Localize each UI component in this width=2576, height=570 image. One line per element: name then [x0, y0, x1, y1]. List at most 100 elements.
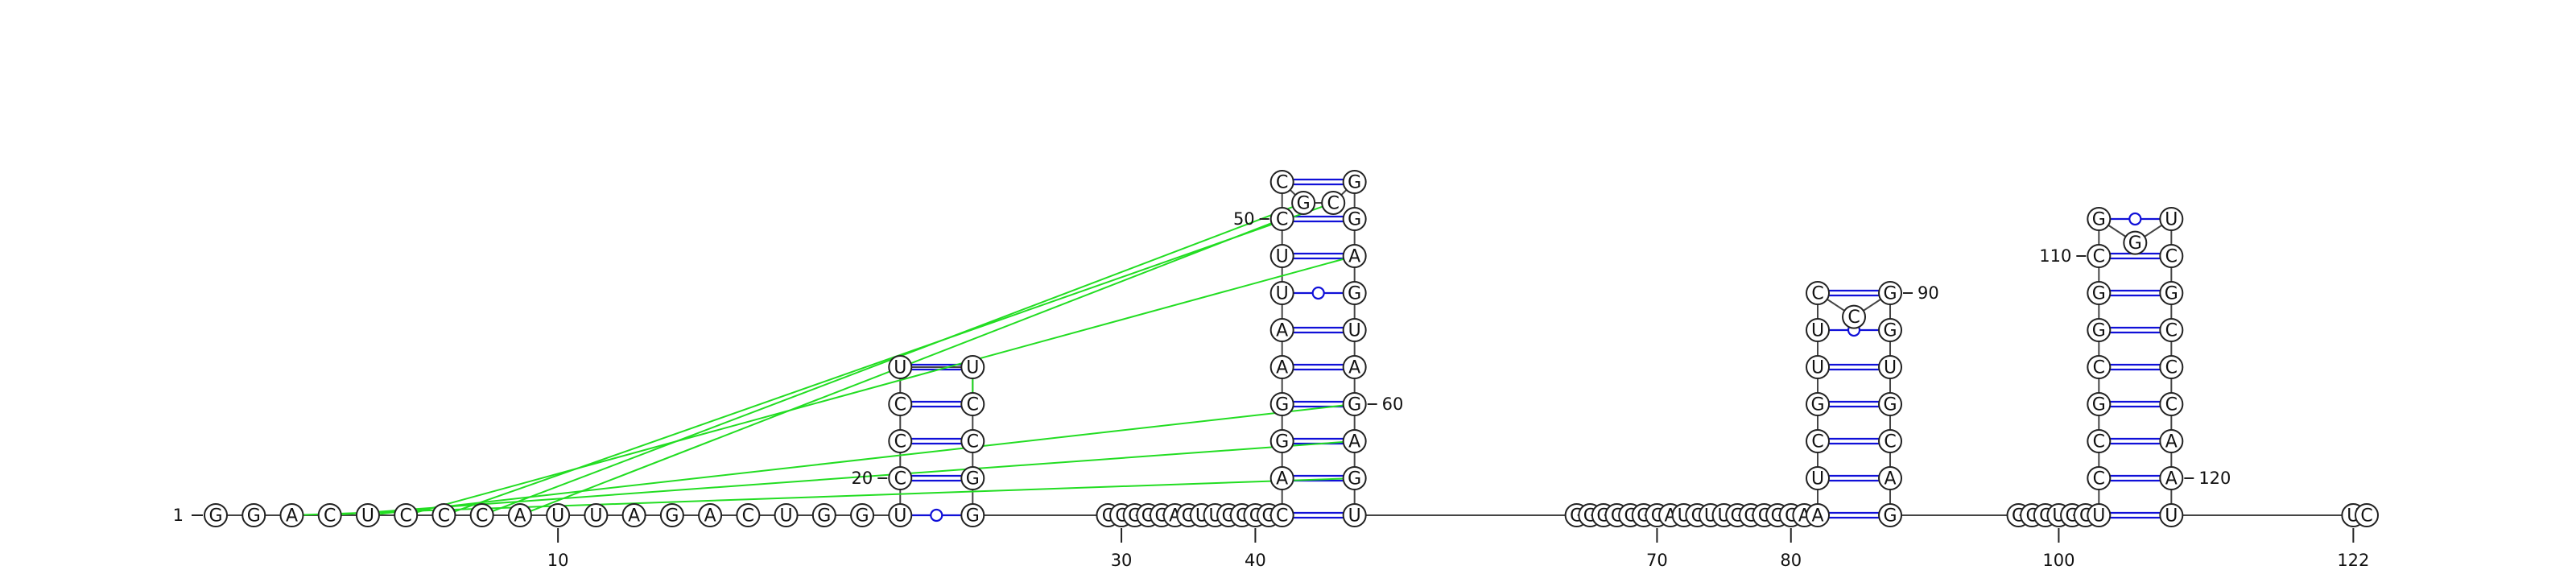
nucleotide: A — [2159, 429, 2184, 453]
nucleotide-circle — [2087, 318, 2112, 342]
nucleotide-circle — [2087, 355, 2112, 379]
nucleotide-letter: G — [2165, 284, 2178, 304]
nucleotide: G — [1269, 392, 1294, 416]
nucleotide-circle — [2159, 355, 2184, 379]
nucleotide-letter: C — [2165, 395, 2178, 415]
nucleotide: C — [1806, 281, 1831, 305]
nucleotide-letter: G — [1883, 395, 1897, 415]
nucleotide-letter: G — [1275, 395, 1289, 415]
nucleotide-letter: C — [324, 506, 336, 527]
nucleotide: U — [1878, 355, 1903, 379]
nucleotide: G — [2159, 281, 2184, 305]
nucleotide-letter: U — [589, 506, 602, 527]
nucleotide-letter: G — [2092, 395, 2106, 415]
position-label: 60 — [1382, 394, 1404, 414]
position-label: 100 — [2042, 551, 2074, 570]
nucleotide: A — [698, 503, 723, 527]
nucleotide: C — [317, 503, 342, 527]
nucleotide-circle — [1269, 392, 1294, 416]
nucleotide: U — [888, 355, 913, 379]
nucleotide: C — [888, 466, 913, 490]
nucleotide-circle — [469, 503, 494, 527]
nucleotide-circle — [1878, 503, 1903, 527]
nucleotide-letter: A — [2165, 432, 2178, 452]
nucleotide: G — [1342, 281, 1367, 305]
nucleotide-circle — [2355, 503, 2379, 527]
nucleotide-circle — [2087, 392, 2112, 416]
nucleotide-circle — [621, 503, 646, 527]
nucleotide-circle — [960, 355, 985, 379]
nucleotide: G — [850, 503, 875, 527]
nucleotide: G — [659, 503, 684, 527]
nucleotide: G — [204, 503, 228, 527]
nucleotide-circle — [1342, 281, 1367, 305]
nucleotide: C — [431, 503, 456, 527]
position-label: 1 — [173, 506, 184, 525]
nucleotide-letter: A — [286, 506, 298, 527]
nucleotide-circle — [2087, 281, 2112, 305]
nucleotide-circle — [1269, 244, 1294, 268]
nucleotide-letter: C — [1276, 173, 1288, 193]
nucleotide: C — [2159, 244, 2184, 268]
nucleotide-letter: U — [2165, 210, 2178, 230]
pseudoknot-line — [291, 477, 1355, 516]
position-label: 120 — [2198, 469, 2231, 488]
nucleotide: G — [1342, 170, 1367, 194]
nucleotide-letter: C — [2093, 432, 2105, 452]
nucleotide: G — [2087, 392, 2112, 416]
nucleotide-letter: G — [2128, 233, 2142, 254]
nucleotide: C — [2087, 355, 2112, 379]
pseudoknot-line — [329, 440, 1355, 516]
nucleotide: G — [1342, 466, 1367, 490]
nucleotide: C — [394, 503, 419, 527]
nucleotide-circle — [546, 503, 571, 527]
nucleotide-circle — [1342, 170, 1367, 194]
nucleotide-letter: U — [2165, 506, 2178, 527]
nucleotide: C — [2159, 318, 2184, 342]
nucleotide-letter: A — [704, 506, 716, 527]
nucleotide-circle — [355, 503, 380, 527]
nucleotide-circle — [1806, 281, 1831, 305]
nucleotide-circle — [1269, 466, 1294, 490]
nucleotide: A — [507, 503, 532, 527]
nucleotide-circle — [431, 503, 456, 527]
nucleotide-letter: U — [2092, 506, 2105, 527]
position-label: 70 — [1646, 551, 1668, 570]
nucleotide-letter: C — [2165, 247, 2178, 267]
nucleotide: A — [1269, 355, 1294, 379]
nucleotide-letter: G — [1348, 173, 1361, 193]
nucleotide-letter: U — [1811, 469, 1824, 489]
nucleotide-letter: G — [247, 506, 261, 527]
nucleotide: U — [1342, 503, 1367, 527]
nucleotide: G — [811, 503, 836, 527]
nucleotide: G — [2123, 230, 2148, 255]
nucleotide-letter: C — [476, 506, 488, 527]
nucleotide-letter: G — [817, 506, 831, 527]
nucleotide: U — [2159, 207, 2184, 231]
nucleotide-letter: G — [1883, 506, 1897, 527]
nucleotide-circle — [1878, 466, 1903, 490]
nucleotide-letter: C — [1327, 193, 1340, 213]
nucleotide-circle — [1806, 429, 1831, 453]
nucleotide-circle — [2159, 318, 2184, 342]
nucleotide-circle — [2159, 244, 2184, 268]
nucleotide-circle — [2159, 429, 2184, 453]
nucleotide-letter: G — [2092, 210, 2106, 230]
nucleotide: C — [1269, 170, 1294, 194]
nucleotide: C — [1269, 503, 1294, 527]
nucleotide-letter: C — [894, 469, 906, 489]
nucleotide-circle — [1878, 281, 1903, 305]
nucleotide-letter: U — [1811, 358, 1824, 378]
nucleotide-letter: G — [966, 469, 980, 489]
nucleotide-circle — [960, 466, 985, 490]
nucleotide-circle — [1291, 190, 1316, 215]
nucleotide-letter: U — [1276, 247, 1289, 267]
nucleotide-circle — [659, 503, 684, 527]
nucleotide-circle — [888, 466, 913, 490]
nucleotide: C — [2087, 466, 2112, 490]
nucleotide: U — [2087, 503, 2112, 527]
nucleotide-letter: U — [894, 358, 906, 378]
nucleotide-circle — [1342, 355, 1367, 379]
nucleotide-circle — [2159, 281, 2184, 305]
